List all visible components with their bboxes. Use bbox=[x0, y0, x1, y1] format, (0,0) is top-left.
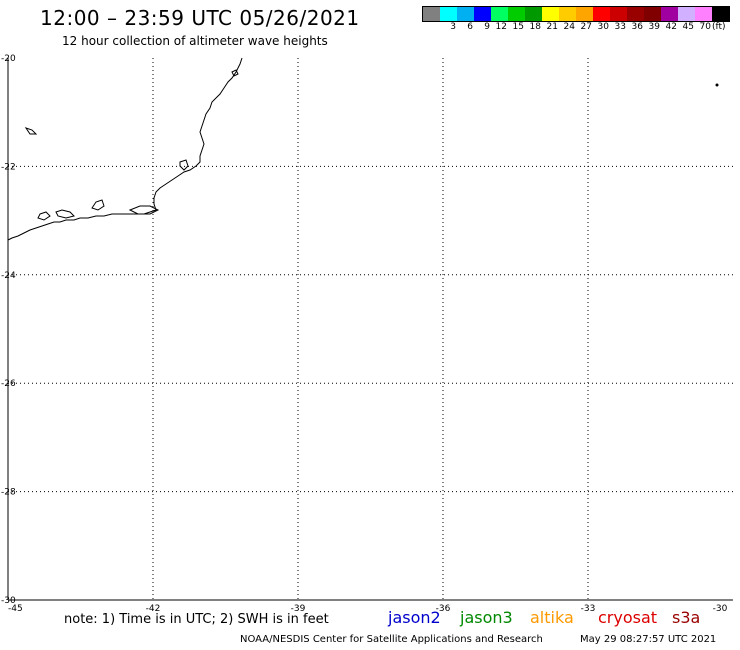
longitude-label: -45 bbox=[8, 604, 23, 614]
latitude-label: -20 bbox=[1, 54, 16, 64]
colorbar-label: 18 bbox=[529, 22, 541, 32]
colorbar-swatch bbox=[525, 7, 542, 21]
colorbar-swatch bbox=[644, 7, 661, 21]
latitude-label: -30 bbox=[1, 596, 16, 606]
colorbar-swatch bbox=[542, 7, 559, 21]
colorbar-swatch bbox=[491, 7, 508, 21]
colorbar-swatch bbox=[508, 7, 525, 21]
map-frame bbox=[7, 58, 733, 601]
colorbar-swatch bbox=[559, 7, 576, 21]
observation-dot bbox=[715, 83, 719, 87]
colorbar-swatch bbox=[712, 7, 729, 21]
colorbar-label: 45 bbox=[682, 22, 694, 32]
satellite-jason2: jason2 bbox=[388, 608, 441, 627]
colorbar-swatch bbox=[423, 7, 440, 21]
colorbar-label: 70 bbox=[699, 22, 711, 32]
latitude-labels: -20 -22 -24 -26 -28 -30 bbox=[1, 54, 16, 606]
colorbar-swatch bbox=[678, 7, 695, 21]
colorbar-label: 27 bbox=[580, 22, 592, 32]
colorbar-swatch bbox=[576, 7, 593, 21]
longitude-label: -30 bbox=[713, 604, 728, 614]
coastline bbox=[7, 57, 243, 241]
colorbar-label: 42 bbox=[665, 22, 677, 32]
latitude-label: -28 bbox=[1, 488, 16, 498]
latitude-label: -24 bbox=[1, 271, 16, 281]
longitude-label: -39 bbox=[291, 604, 306, 614]
satellite-jason3: jason3 bbox=[460, 608, 513, 627]
credit-line: NOAA/NESDIS Center for Satellite Applica… bbox=[240, 634, 543, 645]
latitude-label: -22 bbox=[1, 162, 16, 172]
colorbar-unit: (ft) bbox=[712, 22, 726, 32]
latitude-label: -26 bbox=[1, 379, 16, 389]
generated-timestamp: May 29 08:27:57 UTC 2021 bbox=[580, 634, 717, 645]
longitude-label: -36 bbox=[436, 604, 451, 614]
longitude-label: -33 bbox=[581, 604, 596, 614]
footnote: note: 1) Time is in UTC; 2) SWH is in fe… bbox=[64, 612, 329, 627]
satellite-s3a: s3a bbox=[672, 608, 701, 627]
colorbar-swatch bbox=[695, 7, 712, 21]
colorbar-swatch bbox=[610, 7, 627, 21]
colorbar-label: 33 bbox=[614, 22, 626, 32]
coastline-detail bbox=[24, 69, 239, 221]
colorbar-label: 39 bbox=[648, 22, 660, 32]
colorbar-swatch bbox=[661, 7, 678, 21]
colorbar-label: 36 bbox=[631, 22, 643, 32]
colorbar-swatch bbox=[457, 7, 474, 21]
wave-height-colorbar bbox=[422, 6, 730, 22]
colorbar-label: 3 bbox=[450, 22, 456, 32]
colorbar-label: 15 bbox=[512, 22, 524, 32]
colorbar-swatch bbox=[474, 7, 491, 21]
satellite-cryosat: cryosat bbox=[598, 608, 658, 627]
graticule bbox=[8, 58, 733, 600]
map-subtitle: 12 hour collection of altimeter wave hei… bbox=[62, 34, 328, 48]
map-title: 12:00 – 23:59 UTC 05/26/2021 bbox=[40, 6, 360, 30]
colorbar-label: 9 bbox=[484, 22, 490, 32]
colorbar-swatch bbox=[440, 7, 457, 21]
colorbar-swatch bbox=[627, 7, 644, 21]
colorbar-swatch bbox=[593, 7, 610, 21]
colorbar-label: 24 bbox=[563, 22, 575, 32]
longitude-label: -42 bbox=[146, 604, 161, 614]
colorbar-label: 21 bbox=[546, 22, 558, 32]
colorbar-label: 30 bbox=[597, 22, 609, 32]
longitude-labels: -45 -42 -39 -36 -33 -30 bbox=[8, 604, 728, 614]
colorbar-label: 12 bbox=[495, 22, 507, 32]
satellite-altika: altika bbox=[530, 608, 574, 627]
colorbar-label: 6 bbox=[467, 22, 473, 32]
